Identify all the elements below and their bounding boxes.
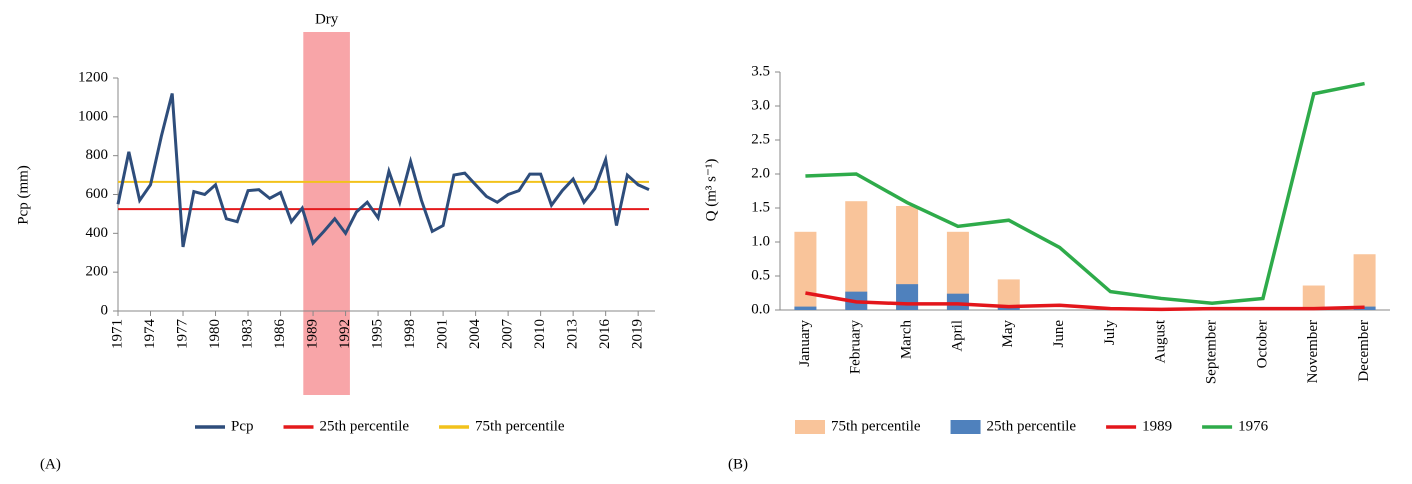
y-tick-label: 0 — [101, 302, 109, 318]
x-tick-label: November — [1305, 320, 1321, 383]
legend-swatch — [795, 420, 825, 434]
x-tick-label: 2013 — [565, 319, 581, 349]
legend-label: Pcp — [231, 418, 254, 434]
x-tick-label: 1992 — [337, 319, 353, 349]
y-tick-label: 3.0 — [751, 97, 770, 113]
y-tick-label: 1200 — [78, 69, 108, 85]
panel-label: (B) — [728, 456, 748, 472]
x-tick-label: August — [1153, 319, 1169, 363]
x-tick-label: January — [797, 320, 813, 367]
x-tick-label: 2010 — [532, 319, 548, 349]
data-line — [805, 81, 1365, 305]
x-tick-label: September — [1204, 320, 1220, 384]
legend-label: 1976 — [1238, 418, 1269, 434]
y-tick-label: 0.5 — [751, 267, 770, 283]
bar — [896, 205, 919, 310]
x-tick-label: 1977 — [174, 319, 190, 350]
panel-label: (A) — [40, 456, 61, 472]
y-tick-label: 600 — [86, 186, 109, 202]
span-label: Dry — [315, 11, 339, 27]
legend-label: 75th percentile — [475, 418, 565, 434]
x-tick-label: 1980 — [207, 319, 223, 349]
x-tick-label: 2004 — [467, 319, 483, 350]
x-tick-label: 1995 — [370, 319, 386, 349]
x-tick-label: 1974 — [142, 319, 158, 350]
x-tick-label: April — [949, 320, 965, 352]
y-tick-label: 2.5 — [751, 131, 770, 147]
y-tick-label: 0.0 — [751, 301, 770, 317]
y-tick-label: 1.5 — [751, 199, 770, 215]
bar — [997, 279, 1020, 310]
x-tick-label: 2016 — [597, 319, 613, 350]
legend-label: 25th percentile — [320, 418, 410, 434]
x-tick-label: 1989 — [304, 319, 320, 349]
x-tick-label: October — [1254, 320, 1270, 368]
bar — [946, 231, 969, 310]
legend-swatch — [950, 420, 981, 434]
x-tick-label: July — [1102, 320, 1118, 346]
legend-label: 25th percentile — [987, 418, 1077, 434]
bar — [1302, 285, 1325, 310]
y-axis-label: Pcp (mm) — [15, 165, 31, 225]
x-tick-label: May — [1000, 320, 1016, 348]
y-axis-label: Q (m³ s⁻¹) — [703, 159, 719, 222]
x-tick-label: 1998 — [402, 319, 418, 349]
x-tick-label: 1971 — [109, 319, 125, 349]
y-tick-label: 800 — [86, 147, 109, 163]
x-tick-label: February — [848, 320, 864, 375]
y-tick-label: 1000 — [78, 108, 108, 124]
data-line — [805, 291, 1365, 312]
bar — [896, 284, 919, 310]
legend-label: 1989 — [1142, 418, 1172, 434]
legend-label: 75th percentile — [831, 418, 921, 434]
x-tick-label: 2019 — [630, 319, 646, 349]
x-tick-label: 1983 — [239, 319, 255, 349]
y-tick-label: 1.0 — [751, 233, 770, 249]
y-tick-label: 400 — [86, 225, 109, 241]
data-line — [116, 93, 650, 248]
bar — [1353, 254, 1376, 310]
bar — [845, 201, 868, 310]
y-tick-label: 200 — [86, 264, 109, 280]
y-tick-label: 2.0 — [751, 165, 770, 181]
x-tick-label: 2001 — [435, 319, 451, 349]
x-tick-label: 1986 — [272, 319, 288, 350]
y-tick-label: 3.5 — [751, 63, 770, 79]
x-tick-label: March — [899, 320, 915, 360]
dry-span — [303, 32, 350, 395]
x-tick-label: 2007 — [500, 319, 516, 350]
x-tick-label: December — [1356, 320, 1372, 382]
bar — [794, 231, 817, 310]
bar — [946, 293, 969, 310]
bar — [794, 306, 817, 310]
x-tick-label: June — [1051, 320, 1067, 348]
